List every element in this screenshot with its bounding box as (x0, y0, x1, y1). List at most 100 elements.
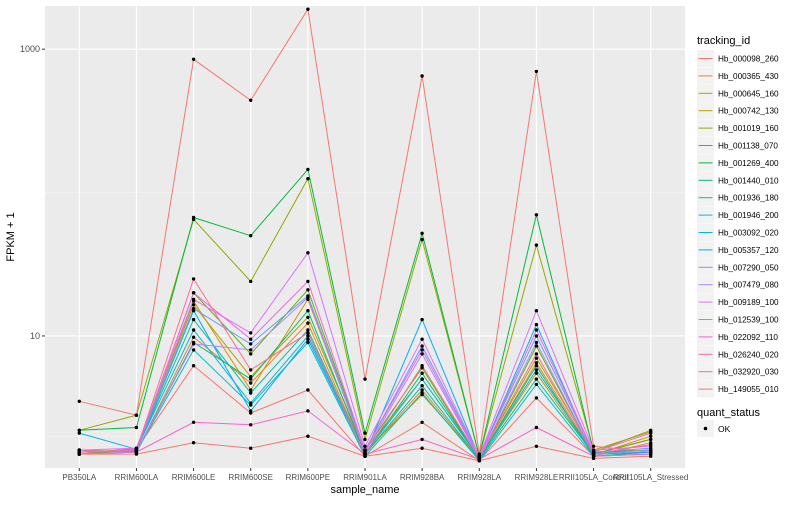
data-point (191, 335, 196, 339)
data-point (591, 444, 596, 448)
data-point (649, 450, 653, 454)
x-axis-ticks: PB350LA RRIM600LA RRIM600LE RRIM600SE RRIM60… (62, 468, 688, 482)
data-point (420, 74, 424, 78)
data-point (191, 297, 196, 302)
data-point (420, 437, 424, 442)
data-point (420, 391, 424, 395)
data-point (249, 348, 253, 352)
data-point (420, 344, 424, 348)
data-point (191, 328, 196, 332)
data-point (249, 368, 253, 372)
data-point (134, 448, 139, 452)
legend-label: Hb_000742_130 (718, 107, 779, 116)
data-point (134, 425, 139, 430)
data-point (363, 437, 367, 442)
data-point (306, 309, 310, 313)
data-point (534, 361, 539, 365)
data-point (591, 456, 596, 461)
x-tick-label: RRIM928LE (515, 473, 559, 482)
data-point (649, 437, 653, 442)
data-point (249, 279, 253, 284)
data-point (420, 348, 424, 352)
data-point (649, 454, 653, 458)
data-point (534, 377, 539, 381)
legend-label: Hb_001019_160 (718, 124, 779, 133)
data-point (420, 384, 424, 388)
data-point (534, 371, 539, 375)
data-point (363, 454, 367, 458)
legend-label: Hb_005357_120 (718, 246, 779, 255)
data-point (191, 291, 196, 295)
data-point (420, 388, 424, 392)
data-point (363, 448, 367, 452)
data-point (534, 396, 539, 400)
data-point (420, 317, 424, 322)
data-point (191, 57, 196, 61)
legend-label: Hb_009189_100 (718, 298, 779, 307)
data-point (249, 234, 253, 238)
data-point (191, 215, 196, 220)
x-tick-label: RRIM600LA (115, 473, 159, 482)
data-point (534, 364, 539, 368)
data-point (306, 251, 310, 255)
legend-title: tracking_id (697, 35, 750, 47)
data-point (191, 277, 196, 281)
legend-label: Hb_003092_020 (718, 229, 779, 238)
data-point (191, 307, 196, 311)
data-point (420, 377, 424, 381)
x-tick-label: RRIM928BA (400, 473, 445, 482)
data-point (306, 388, 310, 392)
data-point (77, 428, 82, 432)
data-point (249, 342, 253, 346)
quant-legend-title: quant_status (697, 407, 760, 419)
data-point (534, 309, 539, 313)
data-point (363, 431, 367, 435)
data-point (306, 315, 310, 319)
data-point (363, 444, 367, 448)
data-point (249, 409, 253, 413)
x-tick-label: RRII105LA_Control (559, 473, 629, 482)
data-point (306, 340, 310, 345)
data-point (134, 452, 139, 456)
legend-label: Hb_026240_020 (718, 350, 779, 359)
data-point (420, 352, 424, 356)
x-tick-label: RRIM600PE (286, 473, 330, 482)
data-point (249, 331, 253, 335)
data-point (306, 7, 310, 11)
x-axis-title: sample_name (330, 484, 399, 496)
legend-label: Hb_149055_010 (718, 385, 779, 394)
data-point (306, 295, 310, 300)
data-point (191, 303, 196, 307)
data-point (420, 371, 424, 375)
data-point (77, 452, 82, 456)
data-point (249, 98, 253, 103)
x-tick-label: RRII105LA_Stressed (613, 473, 688, 482)
data-point (249, 423, 253, 427)
data-point (363, 377, 367, 381)
x-tick-label: PB350LA (62, 473, 96, 482)
data-point (534, 328, 539, 332)
data-point (306, 288, 310, 292)
legend-label: Hb_022092_110 (718, 333, 778, 342)
legend-label: Hb_000645_160 (718, 89, 779, 98)
data-point (534, 352, 539, 356)
data-point (420, 237, 424, 242)
legend-label: Hb_001946_200 (718, 211, 779, 220)
data-point (420, 420, 424, 424)
legend-label: Hb_001269_400 (718, 159, 779, 168)
data-point (306, 434, 310, 438)
data-point (306, 328, 310, 332)
x-tick-label: RRIM600SE (228, 473, 272, 482)
data-point (249, 401, 253, 405)
data-point (649, 442, 653, 447)
data-point (534, 322, 539, 327)
data-point (534, 444, 539, 448)
data-point (191, 342, 196, 346)
legend-label: Hb_000365_430 (718, 72, 779, 81)
y-axis-title: FPKM + 1 (5, 212, 17, 261)
data-point (591, 452, 596, 456)
data-point (534, 334, 539, 338)
data-point (649, 431, 653, 435)
data-point (534, 69, 539, 74)
